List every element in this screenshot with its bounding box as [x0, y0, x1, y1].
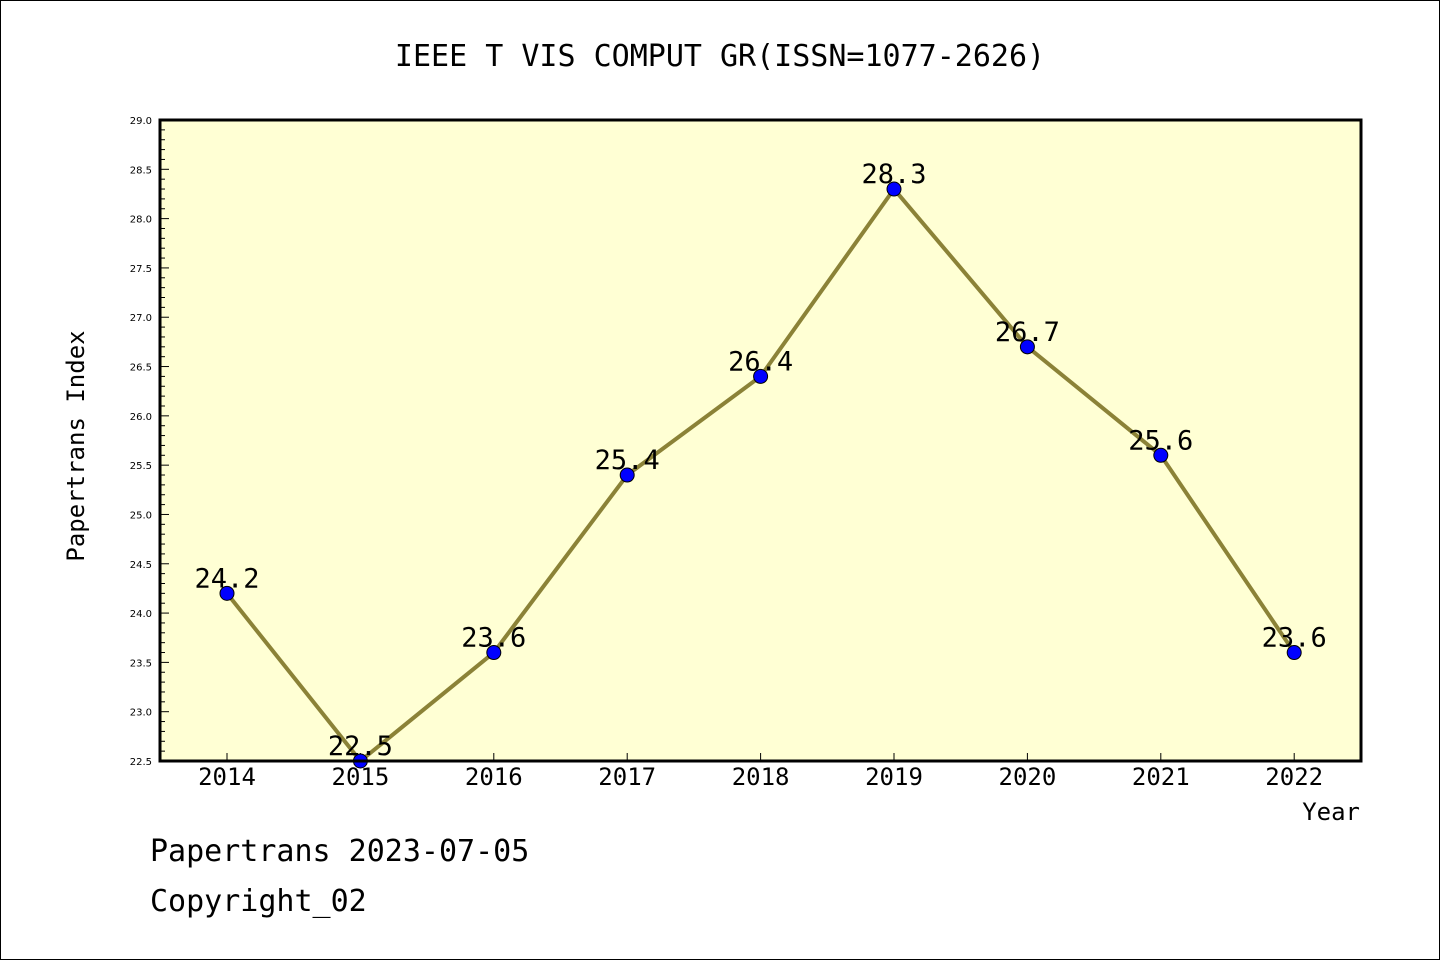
data-label: 25.6 [1128, 425, 1193, 456]
y-tick-label: 22.5 [130, 757, 152, 768]
y-tick-label: 26.5 [130, 363, 152, 374]
series-group: 24.2 22.5 23.6 25.4 26.4 28.3 26.7 25.6 23.6 [194, 159, 1327, 769]
y-tick-label: 26.0 [130, 412, 152, 423]
data-point [1153, 447, 1169, 463]
y-tick-label: 23.0 [130, 708, 152, 719]
x-tick-label: 2014 [198, 763, 256, 791]
x-tick-label: 2020 [999, 763, 1057, 791]
data-label: 26.4 [728, 346, 793, 377]
y-tick-label: 25.0 [130, 510, 152, 521]
data-point [1286, 645, 1302, 661]
y-axis-ticks: 22.5 23.0 23.5 24.0 24.5 25.0 25.5 26.0 26.5 27.0… [130, 116, 169, 768]
y-tick-label: 29.0 [130, 116, 152, 127]
plot-border [158, 118, 1363, 763]
footer-date-text: Papertrans 2023-07-05 [150, 834, 530, 869]
y-tick-label: 24.5 [130, 560, 152, 571]
x-tick-label: 2016 [465, 763, 523, 791]
data-point [1019, 339, 1035, 355]
y-tick-label: 27.5 [130, 264, 152, 275]
data-point [886, 181, 902, 197]
chart-title: IEEE T VIS COMPUT GR(ISSN=1077-2626) [395, 39, 1045, 74]
y-tick-label: 24.0 [130, 609, 152, 620]
y-tick-label: 28.0 [130, 215, 152, 226]
plot-area [160, 120, 1361, 761]
y-axis-label: Papertrans Index [62, 330, 90, 561]
x-tick-label: 2017 [598, 763, 656, 791]
x-tick-label: 2021 [1132, 763, 1190, 791]
data-label: 23.6 [461, 623, 526, 654]
data-label: 26.7 [995, 317, 1060, 348]
data-label: 22.5 [328, 731, 393, 762]
y-tick-label: 27.0 [130, 313, 152, 324]
y-tick-label: 28.5 [130, 165, 152, 176]
data-label: 24.2 [194, 563, 259, 594]
x-tick-label: 2022 [1265, 763, 1323, 791]
x-axis-label: Year [1302, 798, 1360, 826]
y-tick-label: 25.5 [130, 461, 152, 472]
y-tick-label: 23.5 [130, 658, 152, 669]
data-label: 28.3 [861, 159, 926, 190]
data-label: 23.6 [1262, 623, 1327, 654]
data-label: 25.4 [595, 445, 660, 476]
data-point [486, 645, 502, 661]
footer-copyright-text: Copyright_02 [150, 884, 367, 919]
x-tick-label: 2019 [865, 763, 923, 791]
x-tick-label: 2018 [732, 763, 790, 791]
data-point [753, 368, 769, 384]
data-point [219, 585, 235, 601]
data-point [619, 467, 635, 483]
